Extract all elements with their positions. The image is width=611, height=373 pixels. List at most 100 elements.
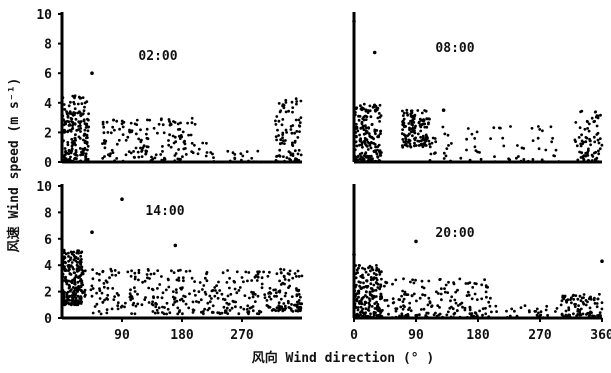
data-point-0-3-18 xyxy=(282,155,285,159)
data-point-1-3-5 xyxy=(578,150,581,154)
data-point-2-1-158 xyxy=(133,277,137,281)
data-point-1-1-11 xyxy=(405,108,409,112)
data-point-2-1-42 xyxy=(156,269,160,272)
data-point-3-1-99 xyxy=(456,288,459,292)
data-point-0-0-103 xyxy=(85,100,89,103)
data-point-2-1-125 xyxy=(205,271,209,274)
data-point-2-0-63 xyxy=(72,258,76,262)
data-point-0-1-32 xyxy=(145,132,148,136)
data-point-1-2-58 xyxy=(492,126,496,130)
data-point-2-1-54 xyxy=(91,277,95,281)
data-point-0-1-79 xyxy=(115,157,119,160)
data-point-2-1-245 xyxy=(248,296,251,300)
x-tick-label-3-90: 90 xyxy=(408,328,424,343)
data-point-0-0-195 xyxy=(70,147,74,151)
data-point-1-1-117 xyxy=(404,143,408,147)
data-point-1-3-74 xyxy=(579,110,582,114)
data-point-3-1-169 xyxy=(458,277,462,281)
data-point-2-1-143 xyxy=(147,301,151,304)
data-point-1-2-9 xyxy=(443,132,447,136)
data-point-3-1-160 xyxy=(485,295,488,299)
data-point-0-3-15 xyxy=(287,109,290,113)
data-point-2-1-258 xyxy=(221,271,225,275)
data-point-0-0-169 xyxy=(71,94,75,98)
data-point-3-1-174 xyxy=(397,298,401,301)
data-point-1-3-23 xyxy=(596,138,600,142)
data-point-0-1-73 xyxy=(181,155,184,159)
data-point-3-0-164 xyxy=(367,301,371,305)
data-point-2-1-250 xyxy=(155,308,159,312)
data-point-1-3-48 xyxy=(597,152,601,156)
data-point-0-3-40 xyxy=(295,102,298,106)
data-point-2-1-35 xyxy=(251,295,255,299)
y-axis-label: 风速 Wind speed (m s⁻¹) xyxy=(6,78,22,253)
data-point-1-3-37 xyxy=(579,156,583,159)
data-point-0-1-46 xyxy=(144,149,148,153)
data-point-3-1-71 xyxy=(455,309,459,313)
data-point-1-3-47 xyxy=(596,116,600,120)
data-point-3-0-184 xyxy=(372,277,376,280)
data-point-2-2-80 xyxy=(283,304,287,308)
data-point-1-1-69 xyxy=(417,121,421,125)
data-point-2-1-212 xyxy=(128,292,132,295)
data-point-1-0-178 xyxy=(364,114,368,118)
data-point-1-1-120 xyxy=(419,142,423,146)
data-point-2-1-133 xyxy=(228,286,231,290)
data-point-1-1-78 xyxy=(411,126,415,130)
data-point-3-3-80 xyxy=(577,304,580,307)
data-point-2-1-309 xyxy=(116,307,120,311)
data-point-2-1-177 xyxy=(83,269,87,273)
data-point-1-2-59 xyxy=(442,151,446,155)
data-point-1-3-16 xyxy=(578,126,582,130)
data-point-1-3-76 xyxy=(600,143,604,147)
data-point-0-1-134 xyxy=(108,154,112,158)
data-point-2-1-196 xyxy=(250,306,254,309)
data-point-0-0-188 xyxy=(71,121,75,125)
data-point-1-0-182 xyxy=(362,102,366,106)
data-point-2-2-74 xyxy=(283,294,287,298)
data-point-0-1-106 xyxy=(137,137,141,141)
data-point-0-0-190 xyxy=(79,153,82,157)
data-point-2-1-134 xyxy=(147,286,151,290)
data-point-0-0-18 xyxy=(73,96,76,100)
data-point-1-0-162 xyxy=(367,126,370,130)
data-point-0-3-87 xyxy=(299,153,303,157)
data-point-1-1-86 xyxy=(403,134,407,138)
data-point-3-1-170 xyxy=(473,282,477,285)
data-point-0-0-147 xyxy=(65,151,69,155)
data-point-3-1-34 xyxy=(435,290,438,294)
data-point-2-2-63 xyxy=(297,299,301,302)
data-point-1-2-31 xyxy=(515,156,518,160)
data-point-3-1-27 xyxy=(408,301,412,305)
data-point-1-3-49 xyxy=(595,114,599,117)
data-point-0-0-97 xyxy=(73,156,77,160)
data-point-3-3-74 xyxy=(573,305,577,309)
data-point-2-1-121 xyxy=(182,299,185,303)
data-point-0-1-141 xyxy=(145,136,149,140)
data-point-3-1-154 xyxy=(466,290,470,294)
data-point-2-1-210 xyxy=(175,291,178,294)
data-point-2-1-311 xyxy=(211,304,215,308)
data-point-2-2-83 xyxy=(274,288,277,292)
data-point-1-3-20 xyxy=(580,133,583,137)
data-point-3-0-156 xyxy=(370,266,374,269)
data-point-2-1-246 xyxy=(181,312,184,316)
data-point-1-2-3 xyxy=(549,125,553,129)
data-point-0-2-4 xyxy=(250,156,254,160)
data-point-0-2-18 xyxy=(231,151,235,155)
data-point-1-2-36 xyxy=(441,125,445,129)
data-point-0-1-64 xyxy=(121,125,125,129)
data-point-0-1-92 xyxy=(193,143,196,147)
data-point-0-0-9 xyxy=(83,105,86,109)
data-point-0-1-143 xyxy=(167,118,171,121)
data-point-3-3-77 xyxy=(595,302,599,305)
data-point-2-2-79 xyxy=(281,308,285,311)
data-point-3-1-176 xyxy=(470,297,474,301)
data-point-3-1-145 xyxy=(456,304,460,307)
data-point-3-1-49 xyxy=(430,305,433,308)
data-point-1-1-107 xyxy=(410,120,414,124)
data-point-0-0-93 xyxy=(74,117,78,121)
data-point-1-0-104 xyxy=(355,135,358,139)
data-point-0-0-110 xyxy=(84,155,88,158)
data-point-1-2-49 xyxy=(447,144,450,147)
